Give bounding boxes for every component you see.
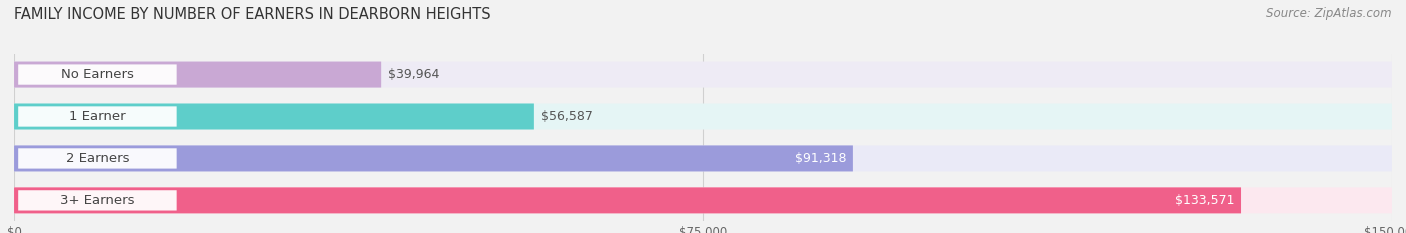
Text: 2 Earners: 2 Earners bbox=[66, 152, 129, 165]
Text: $39,964: $39,964 bbox=[388, 68, 440, 81]
FancyBboxPatch shape bbox=[14, 187, 1392, 213]
FancyBboxPatch shape bbox=[14, 62, 1392, 88]
Bar bbox=[14, 103, 1392, 130]
Text: No Earners: No Earners bbox=[60, 68, 134, 81]
Bar bbox=[14, 145, 1392, 171]
Text: $56,587: $56,587 bbox=[541, 110, 592, 123]
FancyBboxPatch shape bbox=[18, 64, 177, 85]
FancyBboxPatch shape bbox=[18, 190, 177, 211]
FancyBboxPatch shape bbox=[18, 106, 177, 127]
FancyBboxPatch shape bbox=[18, 148, 177, 169]
Text: 1 Earner: 1 Earner bbox=[69, 110, 125, 123]
FancyBboxPatch shape bbox=[14, 62, 381, 88]
FancyBboxPatch shape bbox=[14, 145, 1392, 171]
FancyBboxPatch shape bbox=[14, 103, 534, 130]
FancyBboxPatch shape bbox=[14, 145, 853, 171]
Text: 3+ Earners: 3+ Earners bbox=[60, 194, 135, 207]
FancyBboxPatch shape bbox=[14, 187, 1241, 213]
Text: Source: ZipAtlas.com: Source: ZipAtlas.com bbox=[1267, 7, 1392, 20]
Text: $91,318: $91,318 bbox=[794, 152, 846, 165]
FancyBboxPatch shape bbox=[14, 103, 1392, 130]
Text: FAMILY INCOME BY NUMBER OF EARNERS IN DEARBORN HEIGHTS: FAMILY INCOME BY NUMBER OF EARNERS IN DE… bbox=[14, 7, 491, 22]
Text: $133,571: $133,571 bbox=[1174, 194, 1234, 207]
Bar bbox=[14, 187, 1392, 213]
Bar bbox=[14, 62, 1392, 88]
